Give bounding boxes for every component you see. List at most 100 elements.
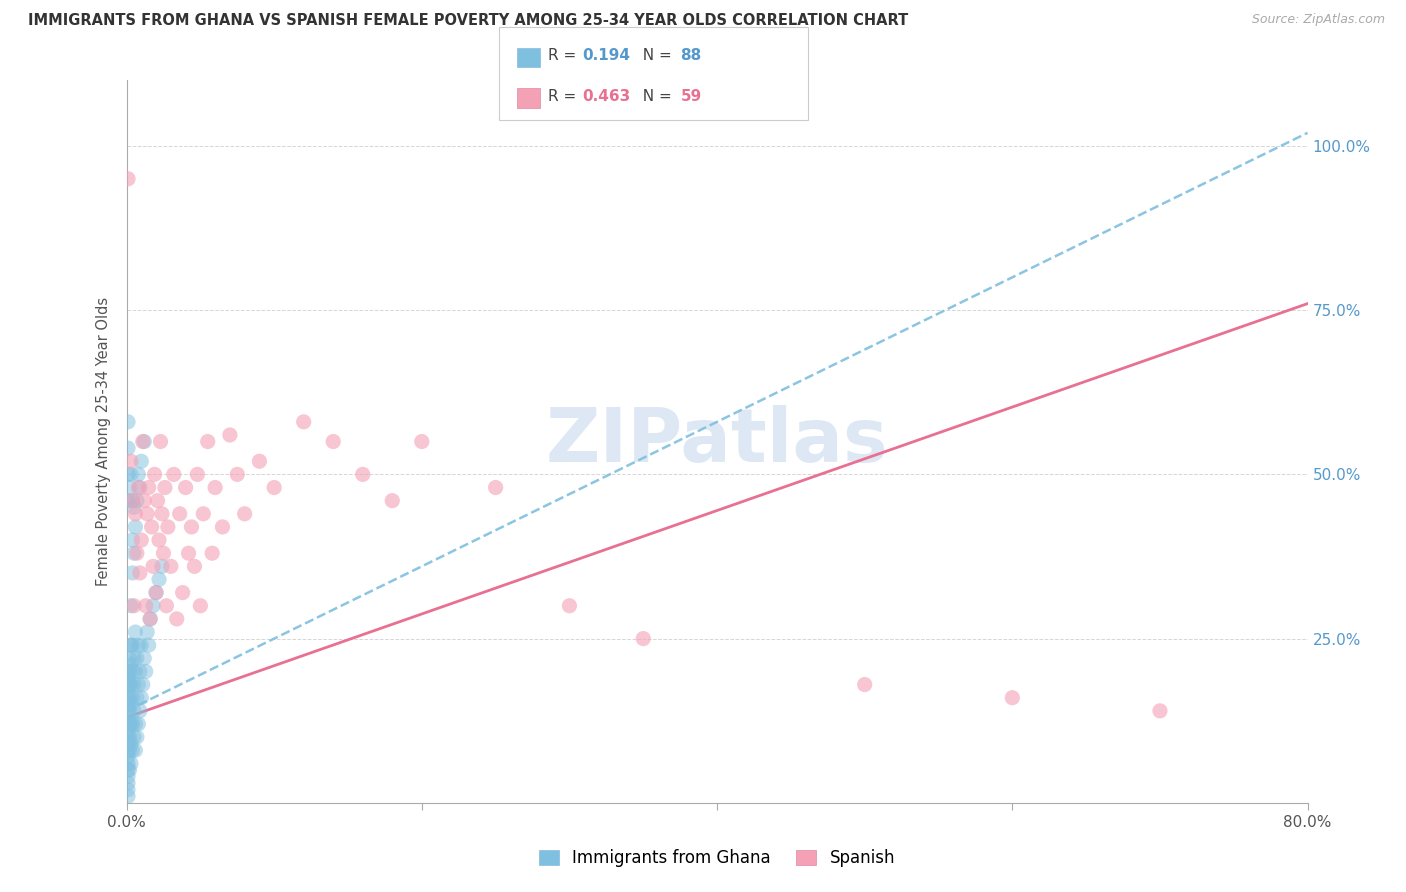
Point: [120, 717, 142, 731]
Point: [141, 520, 163, 534]
Point: [177, 546, 200, 560]
Point: [118, 677, 141, 691]
Point: [117, 704, 139, 718]
Point: [121, 638, 143, 652]
Point: [117, 770, 139, 784]
Point: [118, 651, 141, 665]
Point: [142, 599, 165, 613]
Point: [484, 481, 508, 495]
Point: [127, 481, 149, 495]
Point: [129, 690, 153, 705]
Point: [121, 493, 143, 508]
Point: [117, 690, 139, 705]
Point: [129, 533, 153, 547]
Point: [117, 763, 139, 777]
Text: 0.194: 0.194: [582, 48, 630, 63]
Point: [120, 657, 142, 672]
Point: [128, 481, 150, 495]
Point: [134, 493, 156, 508]
Point: [120, 638, 142, 652]
Point: [117, 782, 139, 797]
Point: [249, 454, 271, 468]
Point: [201, 546, 224, 560]
Text: R =: R =: [548, 48, 582, 63]
Point: [169, 507, 191, 521]
Point: [193, 507, 215, 521]
Point: [138, 638, 160, 652]
Point: [125, 546, 148, 560]
Point: [558, 599, 581, 613]
Point: [226, 467, 249, 482]
Point: [166, 612, 188, 626]
Text: IMMIGRANTS FROM GHANA VS SPANISH FEMALE POVERTY AMONG 25-34 YEAR OLDS CORRELATIO: IMMIGRANTS FROM GHANA VS SPANISH FEMALE …: [28, 13, 908, 29]
Point: [145, 585, 167, 599]
Point: [118, 638, 141, 652]
Point: [219, 428, 242, 442]
Point: [139, 612, 162, 626]
Point: [121, 665, 143, 679]
Point: [125, 730, 148, 744]
Point: [117, 671, 139, 685]
Point: [121, 533, 143, 547]
Point: [156, 520, 179, 534]
Point: [118, 743, 141, 757]
Point: [118, 704, 141, 718]
Point: [122, 500, 145, 515]
Point: [148, 573, 170, 587]
Point: [120, 454, 142, 468]
Point: [117, 737, 139, 751]
Point: [124, 717, 146, 731]
Point: [121, 566, 143, 580]
Text: 0.463: 0.463: [582, 89, 630, 104]
Point: [186, 467, 208, 482]
Point: [129, 454, 153, 468]
Point: [117, 710, 139, 724]
Point: [136, 625, 159, 640]
Point: [125, 493, 148, 508]
Point: [117, 493, 139, 508]
Point: [118, 690, 141, 705]
Point: [117, 441, 139, 455]
Y-axis label: Female Poverty Among 25-34 Year Olds: Female Poverty Among 25-34 Year Olds: [96, 297, 111, 586]
Point: [121, 690, 143, 705]
Point: [142, 559, 165, 574]
Point: [121, 743, 143, 757]
Point: [132, 677, 155, 691]
Point: [117, 743, 139, 757]
Point: [381, 493, 404, 508]
Point: [127, 467, 149, 482]
Point: [146, 493, 169, 508]
Point: [633, 632, 655, 646]
Point: [122, 704, 145, 718]
Point: [155, 599, 177, 613]
Point: [128, 704, 150, 718]
Point: [117, 756, 139, 771]
Point: [143, 467, 166, 482]
Point: [124, 665, 146, 679]
Point: [124, 507, 146, 521]
Point: [152, 546, 174, 560]
Point: [188, 599, 212, 613]
Text: 88: 88: [681, 48, 702, 63]
Point: [134, 434, 156, 449]
Point: [129, 638, 153, 652]
Point: [124, 625, 146, 640]
Point: [122, 651, 145, 665]
Point: [127, 677, 149, 691]
Text: N =: N =: [633, 48, 676, 63]
Point: [183, 559, 205, 574]
Point: [117, 677, 139, 691]
Point: [117, 789, 139, 804]
Point: [145, 585, 167, 599]
Point: [150, 507, 173, 521]
Text: R =: R =: [548, 89, 582, 104]
Point: [120, 756, 142, 771]
Point: [125, 690, 148, 705]
Text: Source: ZipAtlas.com: Source: ZipAtlas.com: [1251, 13, 1385, 27]
Point: [117, 730, 139, 744]
Point: [118, 730, 141, 744]
Point: [117, 171, 139, 186]
Point: [127, 638, 149, 652]
Point: [117, 749, 139, 764]
Point: [160, 559, 183, 574]
